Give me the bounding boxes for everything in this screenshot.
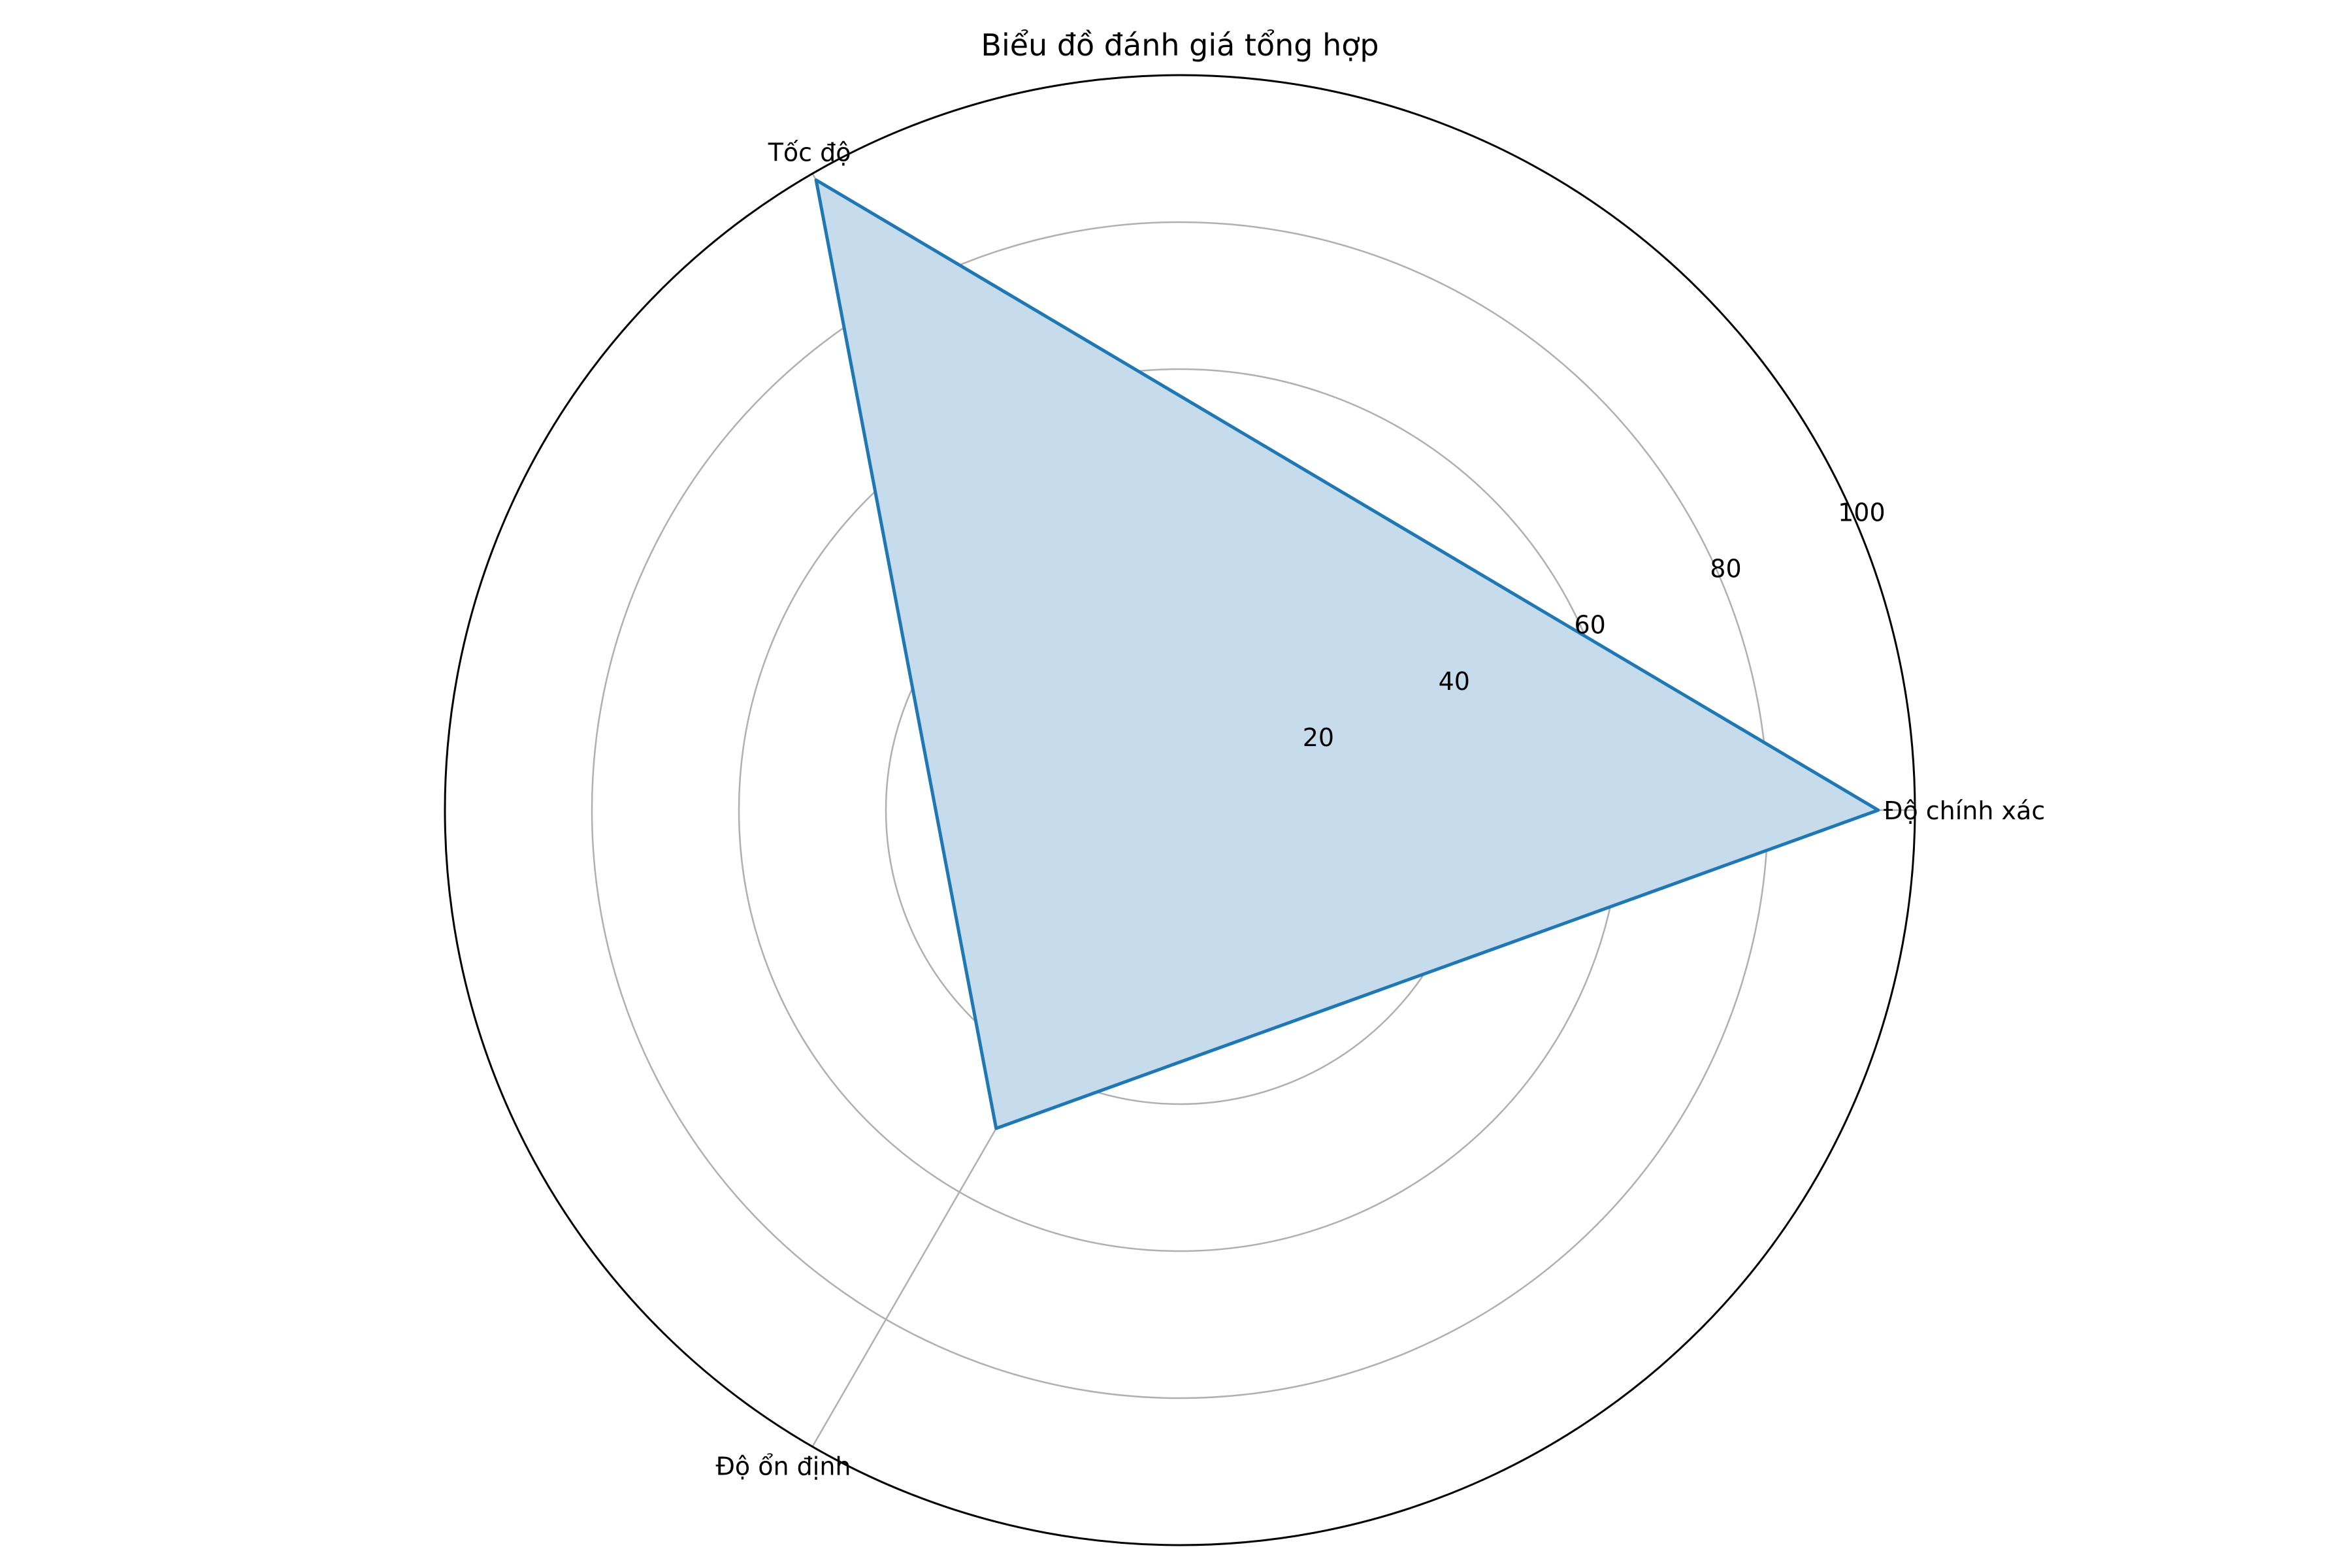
radial-tick-label: 40: [1439, 667, 1470, 696]
outer-frame-ring: [444, 74, 1916, 1546]
chart-title: Biểu đồ đánh giá tổng hợp: [981, 27, 1379, 63]
category-label-3: Độ ổn định: [715, 1452, 851, 1480]
series-fill-1: [816, 180, 1878, 1129]
series-line-1: [814, 178, 1880, 1130]
radial-tick-labels: 20 40 60 80 100: [1303, 498, 1886, 751]
category-label-1: Độ chính xác: [1884, 796, 2045, 825]
category-labels: Độ chính xác Tốc độ Độ ổn định: [715, 139, 2045, 1481]
series-area: [814, 178, 1880, 1130]
radial-tick-label: 100: [1838, 498, 1886, 527]
category-label-2: Tốc độ: [768, 139, 851, 167]
radial-tick-label: 20: [1303, 723, 1334, 752]
radial-tick-label: 60: [1574, 611, 1605, 640]
radial-tick-label: 80: [1710, 555, 1741, 583]
